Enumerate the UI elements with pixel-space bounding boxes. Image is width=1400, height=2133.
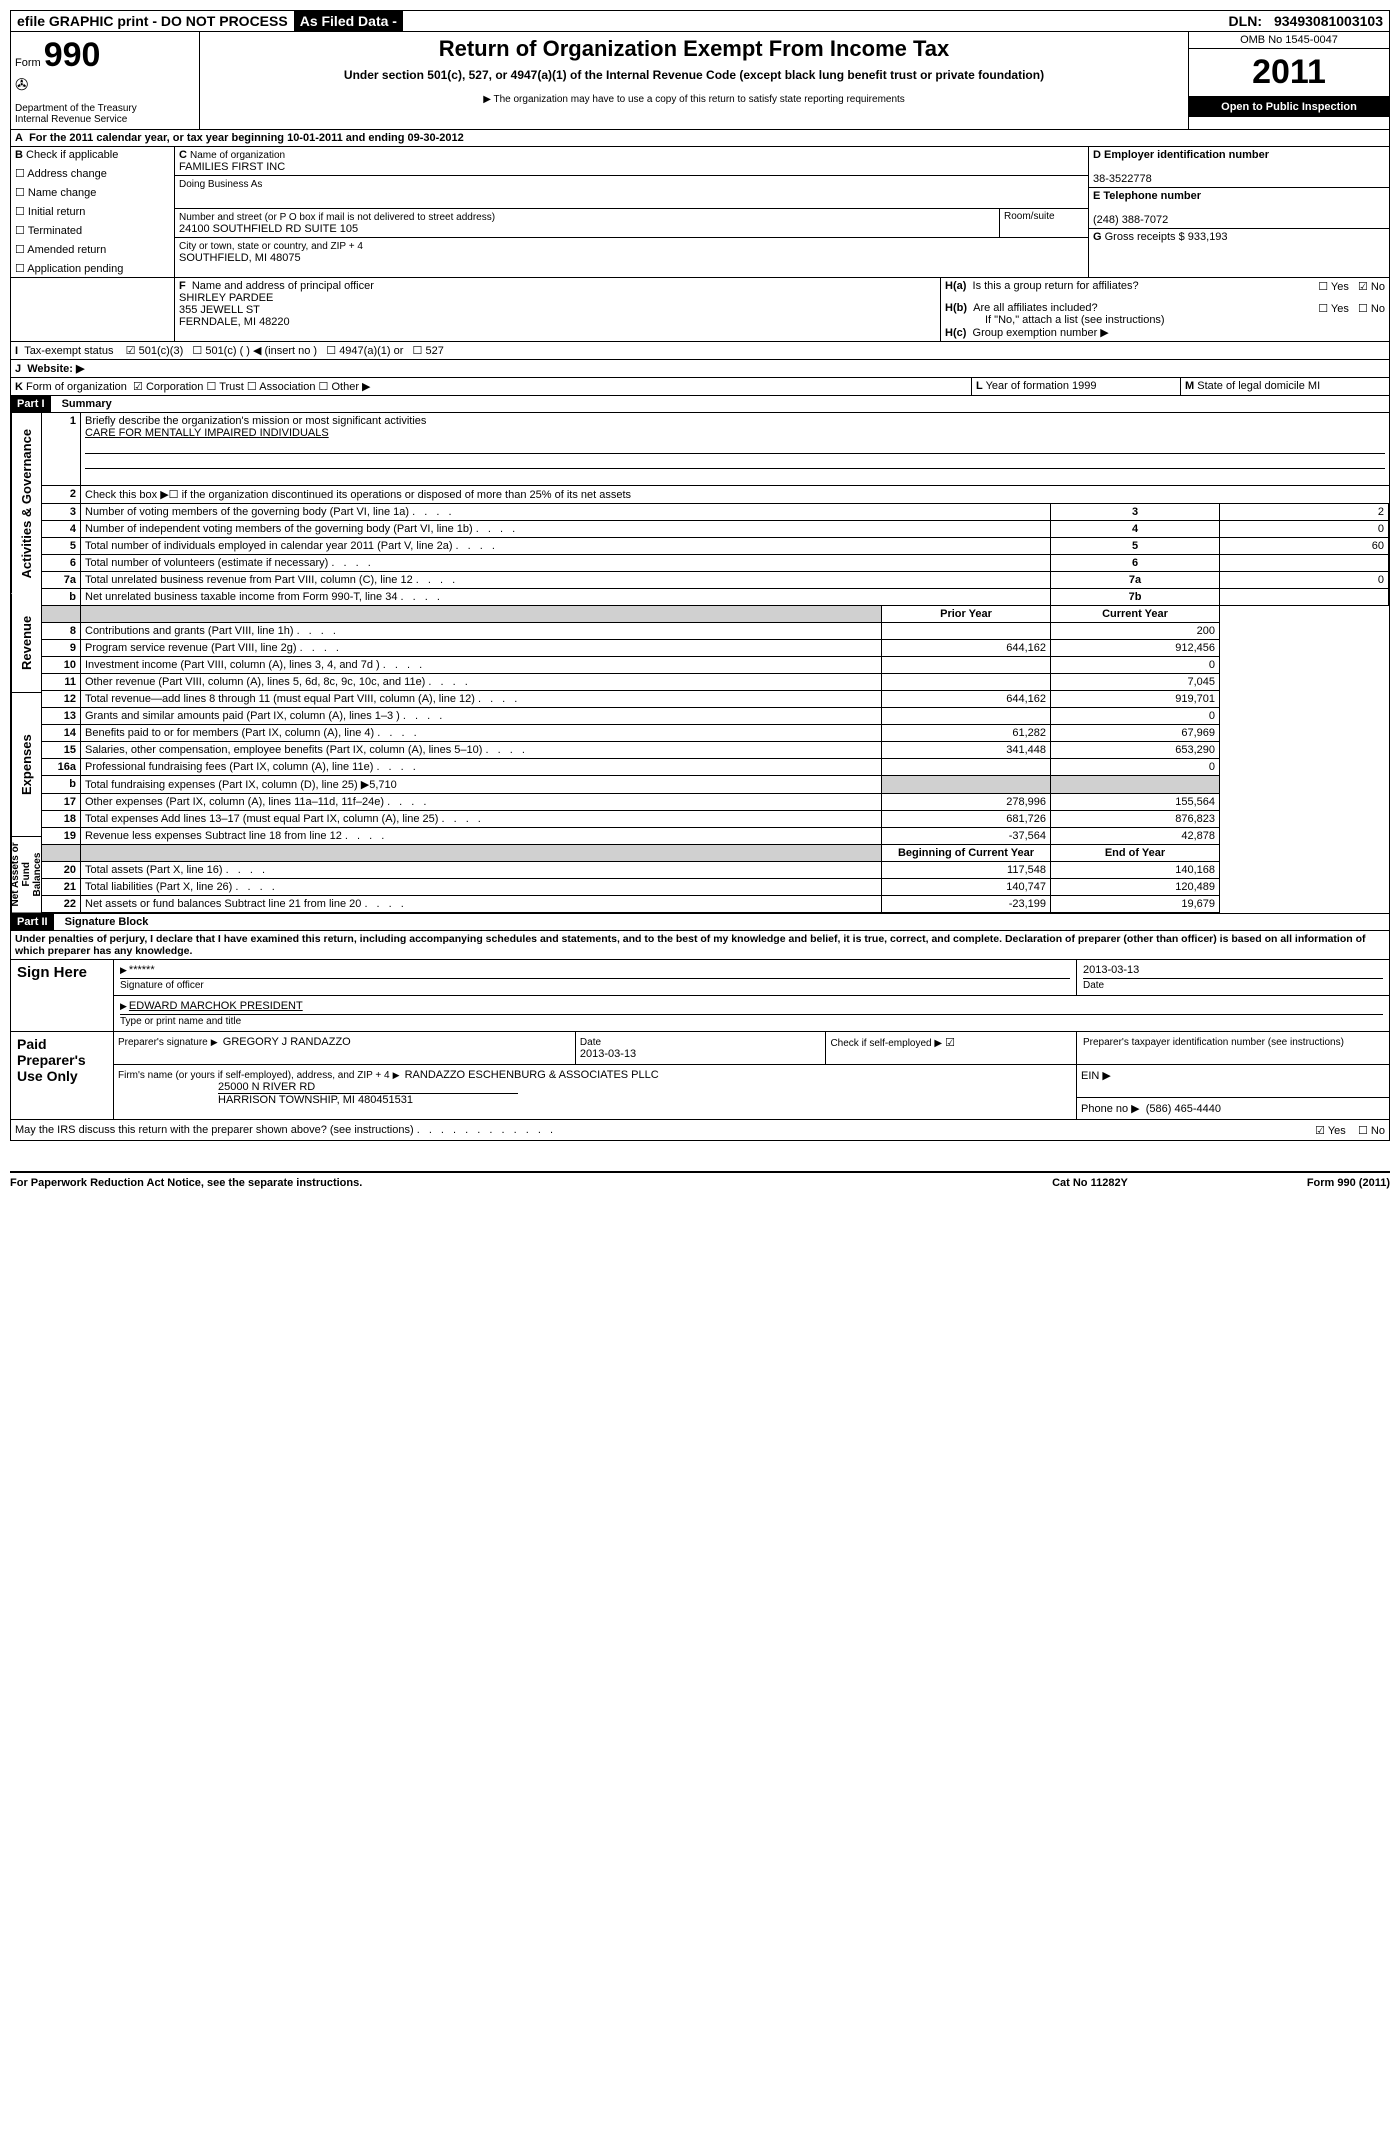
checkbox-initial-return[interactable]: ☐ Initial return [15,205,170,218]
form-title: Return of Organization Exempt From Incom… [204,36,1184,62]
open-inspection: Open to Public Inspection [1189,97,1389,117]
discuss-row: May the IRS discuss this return with the… [10,1120,1390,1141]
spacer [403,19,1223,23]
top-bar: efile GRAPHIC print - DO NOT PROCESS As … [10,10,1390,32]
sign-here-label: Sign Here [11,960,114,1032]
section-c: C Name of organization FAMILIES FIRST IN… [175,147,1089,277]
header-left: Form 990 ✇ Department of the Treasury In… [11,32,200,129]
bcd-block: B Check if applicable ☐ Address change☐ … [10,147,1390,278]
page-footer: For Paperwork Reduction Act Notice, see … [10,1171,1390,1189]
form-subtitle-2: ▶ The organization may have to use a cop… [204,94,1184,105]
line-a: A For the 2011 calendar year, or tax yea… [10,130,1390,147]
part-1-body: Activities & Governance Revenue Expenses… [10,413,1390,914]
header-mid: Return of Organization Exempt From Incom… [200,32,1189,129]
checkbox-name-change[interactable]: ☐ Name change [15,186,170,199]
label-netassets: Net Assets or Fund Balances [11,837,41,914]
dln-value: 93493081003103 [1268,11,1389,31]
checkbox-amended-return[interactable]: ☐ Amended return [15,243,170,256]
label-revenue: Revenue [11,594,41,693]
checkbox-application-pending[interactable]: ☐ Application pending [15,262,170,275]
dept-label: Department of the Treasury [15,103,195,114]
label-expenses: Expenses [11,693,41,837]
signature-table: Sign Here ****** Signature of officer 20… [10,960,1390,1120]
as-filed-label: As Filed Data - [294,11,403,31]
section-h: H(a) Is this a group return for affiliat… [941,278,1389,341]
phone: (248) 388-7072 [1093,214,1168,226]
org-name: FAMILIES FIRST INC [179,161,285,173]
irs-label: Internal Revenue Service [15,114,195,125]
perjury-statement: Under penalties of perjury, I declare th… [10,931,1390,960]
ein: 38-3522778 [1093,173,1152,185]
line-i: I Tax-exempt status ☑ 501(c)(3) ☐ 501(c)… [10,342,1390,360]
form-label: Form [15,57,41,69]
fh-block: F Name and address of principal officer … [10,278,1390,342]
dln-label: DLN: [1223,11,1268,31]
checkbox-terminated[interactable]: ☐ Terminated [15,224,170,237]
paid-preparer-label: Paid Preparer's Use Only [11,1032,114,1120]
checkbox-address-change[interactable]: ☐ Address change [15,167,170,180]
line-klm: K Form of organization ☑ Corporation ☐ T… [10,378,1390,396]
omb-label: OMB No 1545-0047 [1189,32,1389,49]
line-j: J Website: ▶ [10,360,1390,378]
form-subtitle-1: Under section 501(c), 527, or 4947(a)(1)… [204,68,1184,82]
gross-receipts: 933,193 [1188,231,1228,243]
form-number: 990 [44,36,101,74]
part-1-header: Part I Summary [10,396,1390,413]
header-right: OMB No 1545-0047 2011 Open to Public Ins… [1189,32,1389,129]
section-deg: D Employer identification number 38-3522… [1089,147,1389,277]
org-city: SOUTHFIELD, MI 48075 [179,252,301,264]
section-f: F Name and address of principal officer … [175,278,941,341]
efile-notice: efile GRAPHIC print - DO NOT PROCESS [11,11,294,31]
label-governance: Activities & Governance [11,413,41,594]
form-header: Form 990 ✇ Department of the Treasury In… [10,32,1390,130]
part-2-header: Part II Signature Block [10,914,1390,931]
summary-table: 1Briefly describe the organization's mis… [41,413,1389,913]
tax-year: 2011 [1189,49,1389,97]
line-a-text: A For the 2011 calendar year, or tax yea… [11,130,1389,146]
org-street: 24100 SOUTHFIELD RD SUITE 105 [179,223,358,235]
section-b: B Check if applicable ☐ Address change☐ … [11,147,175,277]
